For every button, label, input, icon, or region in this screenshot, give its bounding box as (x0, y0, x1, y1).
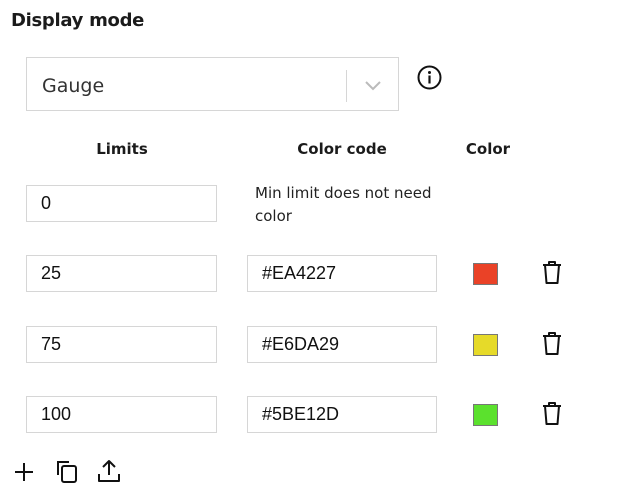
info-icon[interactable] (417, 65, 442, 90)
limit-input[interactable] (26, 326, 217, 363)
copy-icon[interactable] (54, 458, 80, 484)
limit-input[interactable] (26, 255, 217, 292)
header-limits: Limits (96, 140, 148, 158)
color-code-input[interactable] (247, 255, 437, 292)
min-limit-input[interactable] (26, 185, 217, 222)
limit-input[interactable] (26, 396, 217, 433)
color-swatch[interactable] (473, 263, 498, 285)
color-code-input[interactable] (247, 326, 437, 363)
header-color-code: Color code (297, 140, 387, 158)
display-mode-select[interactable]: Gauge (26, 57, 399, 111)
color-swatch[interactable] (473, 404, 498, 426)
display-mode-value: Gauge (42, 75, 105, 97)
plus-icon[interactable] (13, 461, 35, 483)
trash-icon[interactable] (541, 401, 563, 427)
select-divider (346, 70, 347, 102)
color-swatch[interactable] (473, 334, 498, 356)
trash-icon[interactable] (541, 331, 563, 357)
chevron-down-icon (365, 81, 381, 91)
trash-icon[interactable] (541, 260, 563, 286)
header-color: Color (465, 140, 511, 158)
color-code-input[interactable] (247, 396, 437, 433)
min-limit-note: Min limit does not need color (255, 184, 432, 225)
upload-icon[interactable] (96, 458, 122, 484)
section-title: Display mode (11, 10, 145, 31)
